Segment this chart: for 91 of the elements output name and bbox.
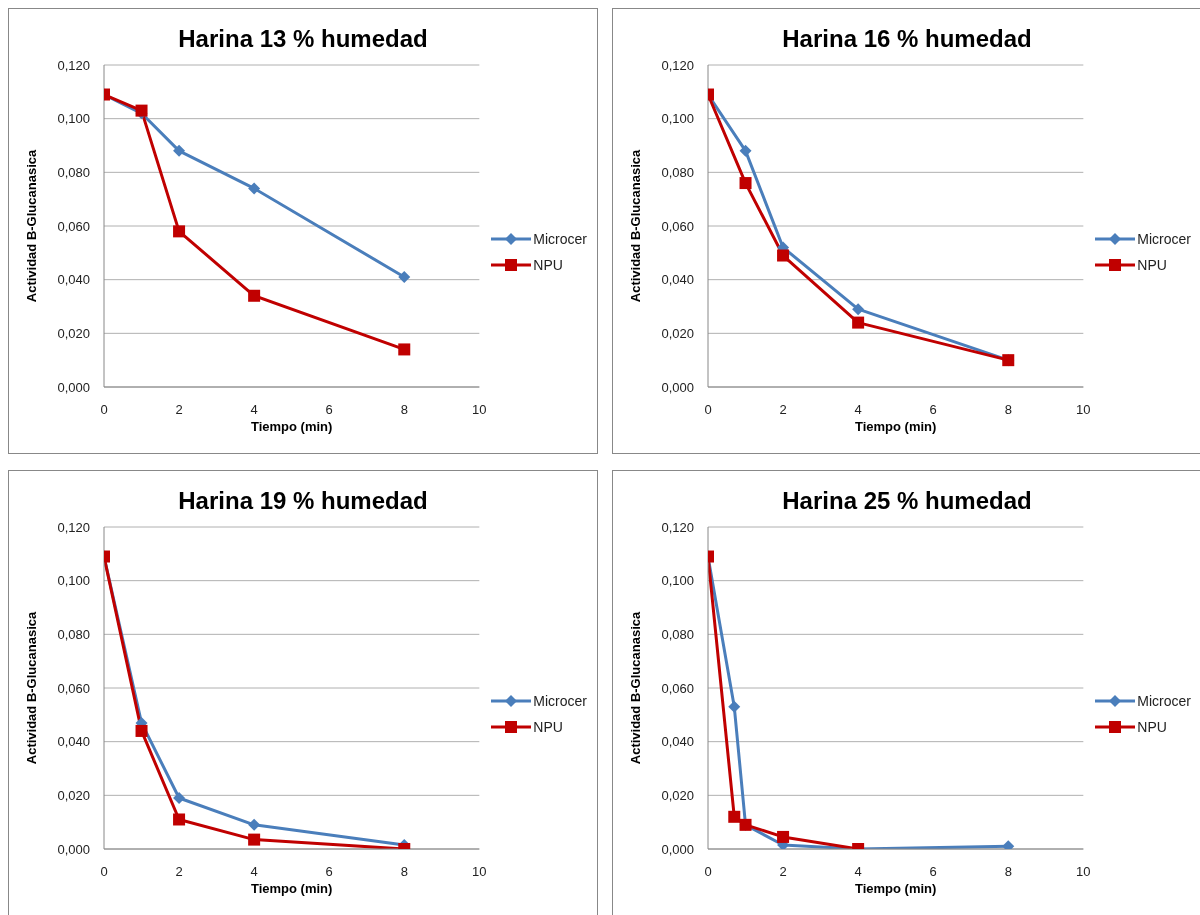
point xyxy=(173,813,186,826)
x-tick-label: 2 xyxy=(779,402,787,418)
y-axis-title: Actividad B-Glucanasica xyxy=(627,149,643,303)
legend-label: NPU xyxy=(1137,719,1167,735)
y-axis-title: Actividad B-Glucanasica xyxy=(23,611,39,765)
x-tick-label: 10 xyxy=(1076,402,1091,418)
x-tick-label: 2 xyxy=(175,402,183,418)
chart-title: Harina 25 % humedad xyxy=(781,487,1033,516)
x-tick-label: 6 xyxy=(929,402,937,418)
y-tick-label: 0,020 xyxy=(661,325,694,341)
x-tick-label: 10 xyxy=(472,864,487,880)
point xyxy=(728,810,741,823)
y-tick-label: 0,060 xyxy=(57,218,90,234)
x-axis-title: Tiempo (min) xyxy=(250,419,333,434)
x-tick-label: 2 xyxy=(175,864,183,880)
x-tick-label: 0 xyxy=(704,864,712,880)
x-tick-label: 10 xyxy=(1076,864,1091,880)
y-tick-label: 0,080 xyxy=(661,626,694,642)
y-tick-label: 0,060 xyxy=(57,680,90,696)
legend-label: Microcer xyxy=(1137,693,1191,709)
x-axis-title: Tiempo (min) xyxy=(854,881,937,896)
chart-title: Harina 16 % humedad xyxy=(781,25,1033,54)
point xyxy=(739,177,752,190)
x-tick-label: 0 xyxy=(100,864,108,880)
x-tick-label: 4 xyxy=(250,864,258,880)
point xyxy=(739,144,752,157)
y-tick-label: 0,120 xyxy=(57,519,90,535)
x-tick-label: 8 xyxy=(400,402,408,418)
legend-label: Microcer xyxy=(533,693,587,709)
point xyxy=(173,144,186,157)
y-tick-label: 0,000 xyxy=(661,841,694,857)
point xyxy=(248,182,261,195)
y-tick-label: 0,100 xyxy=(57,573,90,589)
y-tick-label: 0,080 xyxy=(57,626,90,642)
y-tick-label: 0,040 xyxy=(661,272,694,288)
y-tick-label: 0,000 xyxy=(57,379,90,395)
x-tick-label: 6 xyxy=(929,864,937,880)
y-tick-label: 0,100 xyxy=(661,111,694,127)
y-axis-title: Actividad B-Glucanasica xyxy=(627,611,643,765)
y-tick-label: 0,080 xyxy=(57,164,90,180)
y-tick-label: 0,000 xyxy=(661,379,694,395)
y-tick-label: 0,020 xyxy=(57,787,90,803)
x-axis-title: Tiempo (min) xyxy=(854,419,937,434)
x-tick-label: 0 xyxy=(100,402,108,418)
y-tick-label: 0,120 xyxy=(57,57,90,73)
x-tick-label: 0 xyxy=(704,402,712,418)
y-tick-label: 0,040 xyxy=(57,734,90,750)
y-tick-label: 0,060 xyxy=(661,680,694,696)
x-tick-label: 4 xyxy=(250,402,258,418)
point xyxy=(135,724,148,737)
y-tick-label: 0,100 xyxy=(661,573,694,589)
point xyxy=(248,818,261,831)
x-tick-label: 4 xyxy=(854,402,862,418)
x-tick-label: 6 xyxy=(325,864,333,880)
y-tick-label: 0,040 xyxy=(57,272,90,288)
legend-label: Microcer xyxy=(533,231,587,247)
legend-label: Microcer xyxy=(1137,231,1191,247)
y-tick-label: 0,040 xyxy=(661,734,694,750)
point xyxy=(728,700,741,713)
x-tick-label: 6 xyxy=(325,402,333,418)
chart-title: Harina 19 % humedad xyxy=(177,487,429,516)
x-axis-title: Tiempo (min) xyxy=(250,881,333,896)
legend-label: NPU xyxy=(533,257,563,273)
y-tick-label: 0,120 xyxy=(661,57,694,73)
x-tick-label: 8 xyxy=(400,864,408,880)
x-tick-label: 8 xyxy=(1004,864,1012,880)
y-tick-label: 0,020 xyxy=(661,787,694,803)
point xyxy=(248,833,261,846)
y-tick-label: 0,060 xyxy=(661,218,694,234)
y-tick-label: 0,080 xyxy=(661,164,694,180)
y-tick-label: 0,100 xyxy=(57,111,90,127)
point xyxy=(852,316,865,329)
x-tick-label: 4 xyxy=(854,864,862,880)
point xyxy=(777,830,790,843)
point xyxy=(852,303,865,316)
y-tick-label: 0,000 xyxy=(57,841,90,857)
point xyxy=(173,792,186,805)
point xyxy=(777,249,790,262)
point xyxy=(398,343,411,356)
y-tick-label: 0,020 xyxy=(57,325,90,341)
x-tick-label: 8 xyxy=(1004,402,1012,418)
y-tick-label: 0,120 xyxy=(661,519,694,535)
point xyxy=(398,270,411,283)
legend-label: NPU xyxy=(1137,257,1167,273)
point xyxy=(248,289,261,302)
x-tick-label: 2 xyxy=(779,864,787,880)
chart-title: Harina 13 % humedad xyxy=(177,25,429,54)
y-axis-title: Actividad B-Glucanasica xyxy=(23,149,39,303)
x-tick-label: 10 xyxy=(472,402,487,418)
point xyxy=(173,225,186,238)
legend-label: NPU xyxy=(533,719,563,735)
